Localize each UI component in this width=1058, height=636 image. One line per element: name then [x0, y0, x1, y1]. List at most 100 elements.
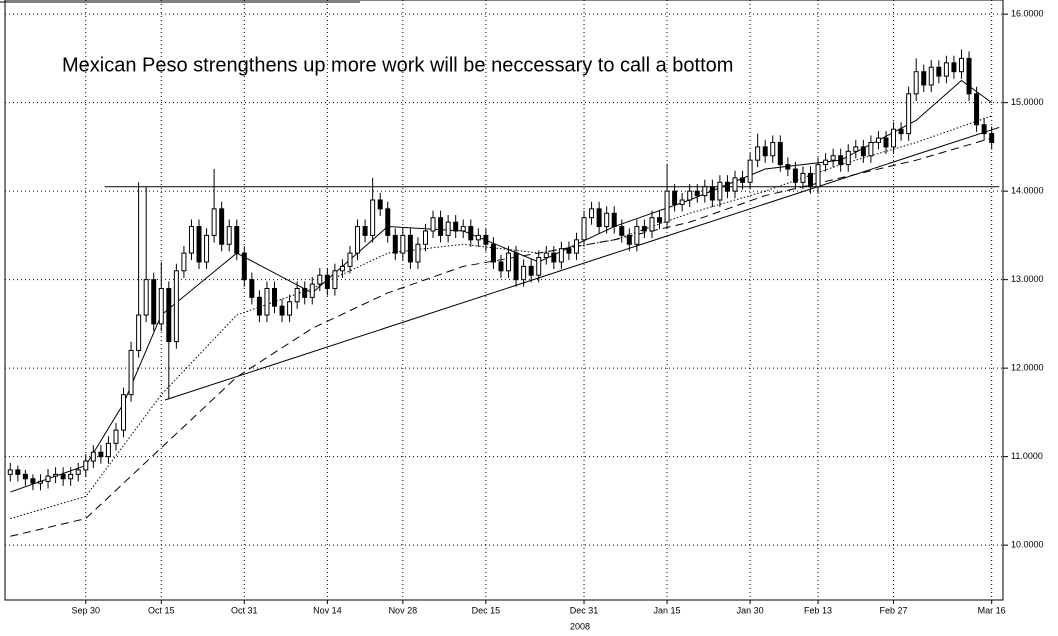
candle-body [951, 62, 957, 73]
candle-body [573, 239, 579, 254]
candle-body [717, 181, 723, 201]
candle-body [453, 221, 459, 232]
candle-body [830, 155, 836, 161]
candle-body [785, 164, 791, 170]
candle-body [249, 279, 255, 298]
candle-body [105, 442, 111, 458]
candle-body [385, 208, 391, 236]
candle-body [204, 234, 210, 263]
candle-body [777, 141, 783, 166]
plot-frame [4, 0, 1004, 601]
candle-body [241, 252, 247, 281]
candle-body [158, 287, 164, 325]
candle-body [430, 217, 436, 232]
candle-body [415, 243, 421, 263]
candle-body [981, 124, 987, 135]
candle-body [219, 208, 225, 245]
candle-body [490, 243, 496, 263]
candle-body [807, 172, 813, 188]
candle-body [173, 270, 179, 343]
candle-body [151, 279, 157, 325]
x-tick-label: Feb 13 [804, 605, 832, 615]
candle-body [460, 226, 466, 232]
candle-body [113, 429, 119, 444]
candle-body [966, 57, 972, 95]
candle-body [928, 66, 934, 86]
moving-average [10, 115, 992, 520]
candle-body [913, 71, 919, 95]
candle-body [438, 217, 444, 236]
trend-line [164, 126, 1000, 401]
candle-body [702, 186, 708, 197]
candle-body [400, 234, 406, 254]
candle-body [143, 279, 149, 316]
candle-body [211, 208, 217, 236]
candle-body [551, 252, 557, 263]
candle-body [136, 314, 142, 351]
candle-body [188, 226, 194, 254]
x-tick-label: Nov 28 [389, 605, 418, 615]
candle-body [45, 475, 51, 482]
candle-body [196, 226, 202, 263]
candle-body [664, 190, 670, 223]
candle-body [98, 451, 104, 458]
candle-body [891, 128, 897, 148]
candle-body [445, 221, 451, 236]
candle-body [747, 159, 753, 183]
candle-body [687, 190, 693, 201]
candle-body [75, 469, 81, 475]
candle-body [22, 473, 28, 480]
candle-body [596, 208, 602, 228]
x-tick-label: Oct 31 [231, 605, 258, 615]
candle-body [407, 234, 413, 263]
candle-body [936, 66, 942, 77]
candle-body [60, 473, 66, 480]
candle-body [641, 226, 647, 232]
candle-body [589, 208, 595, 219]
candle-body [309, 283, 315, 298]
candle-body [566, 248, 572, 254]
candle-body [370, 199, 376, 236]
candle-body [528, 265, 534, 276]
candle-body [943, 62, 949, 77]
candle-body [860, 146, 866, 157]
candle-body [513, 252, 519, 281]
candle-body [37, 480, 43, 484]
candle-body [264, 287, 270, 316]
candle-body [694, 190, 700, 197]
candle-body [506, 252, 512, 272]
x-tick-label: Jan 15 [654, 605, 681, 615]
candle-body [732, 177, 738, 192]
candle-body [634, 226, 640, 245]
x-tick-label: Oct 15 [148, 605, 175, 615]
x-tick-label: Dec 15 [472, 605, 501, 615]
candle-body [762, 146, 768, 157]
x-tick-label: Jan 30 [737, 605, 764, 615]
candle-body [15, 469, 21, 475]
candle-body [875, 137, 881, 143]
candle-body [672, 190, 678, 205]
chart-title: Mexican Peso strengthens up more work wi… [62, 54, 733, 76]
candle-body [853, 146, 859, 152]
candle-body [302, 287, 308, 298]
candle-body [339, 265, 345, 272]
y-tick-label: 14.0000 [1011, 186, 1044, 196]
candle-body [332, 270, 338, 289]
candle-body [234, 226, 240, 254]
candle-body [868, 141, 874, 157]
x-tick-label: Nov 14 [313, 605, 342, 615]
candle-body [317, 274, 323, 285]
candle-body [740, 177, 746, 183]
candle-body [294, 287, 300, 303]
x-tick-label: Feb 27 [880, 605, 908, 615]
candle-body [468, 226, 474, 241]
candle-body [543, 252, 549, 259]
candle-body [558, 248, 564, 263]
candle-body [166, 287, 172, 343]
candle-body [272, 287, 278, 307]
x-tick-label: Sep 30 [72, 605, 101, 615]
candle-body [649, 217, 655, 232]
x-axis-label: 2008 [570, 621, 590, 631]
candle-body [287, 301, 293, 316]
